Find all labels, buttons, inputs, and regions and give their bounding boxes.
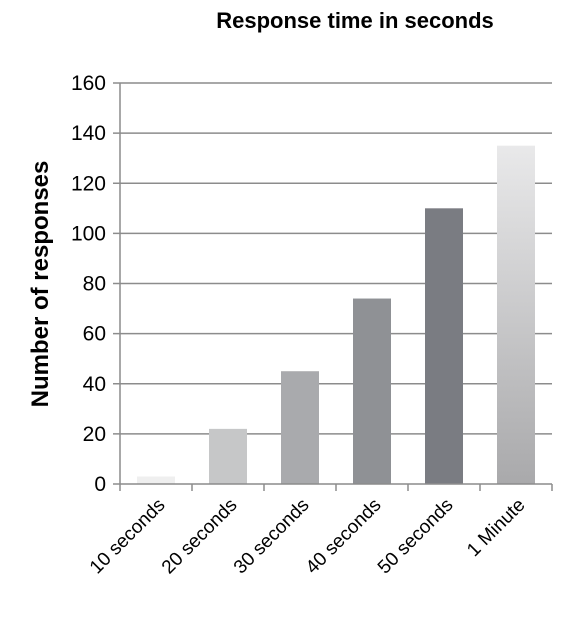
axes [113,82,553,491]
bar [281,371,319,484]
bars [137,145,535,484]
bar [209,428,247,484]
y-tick-label: 0 [94,473,106,496]
y-tick-labels: 0 20 40 60 80 100 120 140 160 [71,72,106,496]
x-tick-label: 30 seconds [230,495,314,579]
x-tick-label: 20 seconds [158,495,242,579]
y-tick-label: 120 [71,172,106,195]
x-tick-label: 40 seconds [302,495,386,579]
bar [137,476,175,484]
y-tick-label: 140 [71,122,106,145]
y-axis-label: Number of responses [27,161,54,408]
y-tick-label: 20 [83,423,106,446]
bar [425,208,463,484]
x-tick-label: 50 seconds [374,495,458,579]
bar [497,145,535,484]
bar [353,298,391,484]
y-tick-label: 80 [83,273,106,296]
gridlines [120,82,552,435]
chart-title: Response time in seconds [216,8,494,33]
x-tick-label: 10 seconds [86,495,170,579]
y-tick-label: 160 [71,72,106,95]
y-tick-label: 60 [83,323,106,346]
y-tick-label: 40 [83,373,106,396]
y-tick-label: 100 [71,222,106,245]
x-tick-label: 1 Minute [463,495,529,561]
